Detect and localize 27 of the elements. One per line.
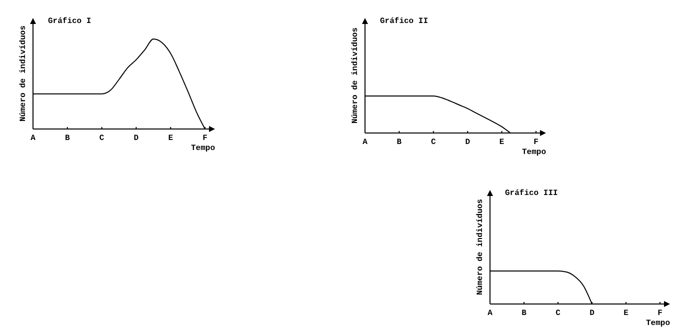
x-tick-label: B xyxy=(396,138,402,147)
x-tick-label: F xyxy=(658,309,663,318)
y-axis-title: Número de indivíduos xyxy=(351,27,360,124)
x-tick-label: A xyxy=(30,134,36,143)
x-tick-label: B xyxy=(522,309,527,318)
chart-title: Gráfico III xyxy=(505,189,558,198)
x-axis-title: Tempo xyxy=(646,319,670,328)
x-tick-label: D xyxy=(134,134,139,143)
x-tick-label: E xyxy=(624,309,629,318)
chart-title: Gráfico II xyxy=(380,17,428,26)
x-tick-label: D xyxy=(590,309,595,318)
x-tick-label: D xyxy=(465,138,470,147)
x-tick-label: C xyxy=(430,138,436,147)
x-tick-label: C xyxy=(556,309,561,318)
x-tick-label: F xyxy=(534,138,539,147)
x-axis-title: Tempo xyxy=(190,144,216,153)
x-tick-label: F xyxy=(202,134,208,143)
x-tick-label: E xyxy=(499,138,504,147)
chart-title: Gráfico I xyxy=(48,17,92,26)
x-axis-title: Tempo xyxy=(522,148,546,157)
x-tick-label: B xyxy=(64,134,70,143)
x-tick-label: A xyxy=(362,138,368,147)
y-axis-title: Número de indivíduos xyxy=(19,25,28,122)
y-axis-title: Número de indivíduos xyxy=(476,198,485,296)
x-tick-label: E xyxy=(168,134,174,143)
x-tick-label: A xyxy=(488,309,493,318)
x-tick-label: C xyxy=(99,134,104,143)
